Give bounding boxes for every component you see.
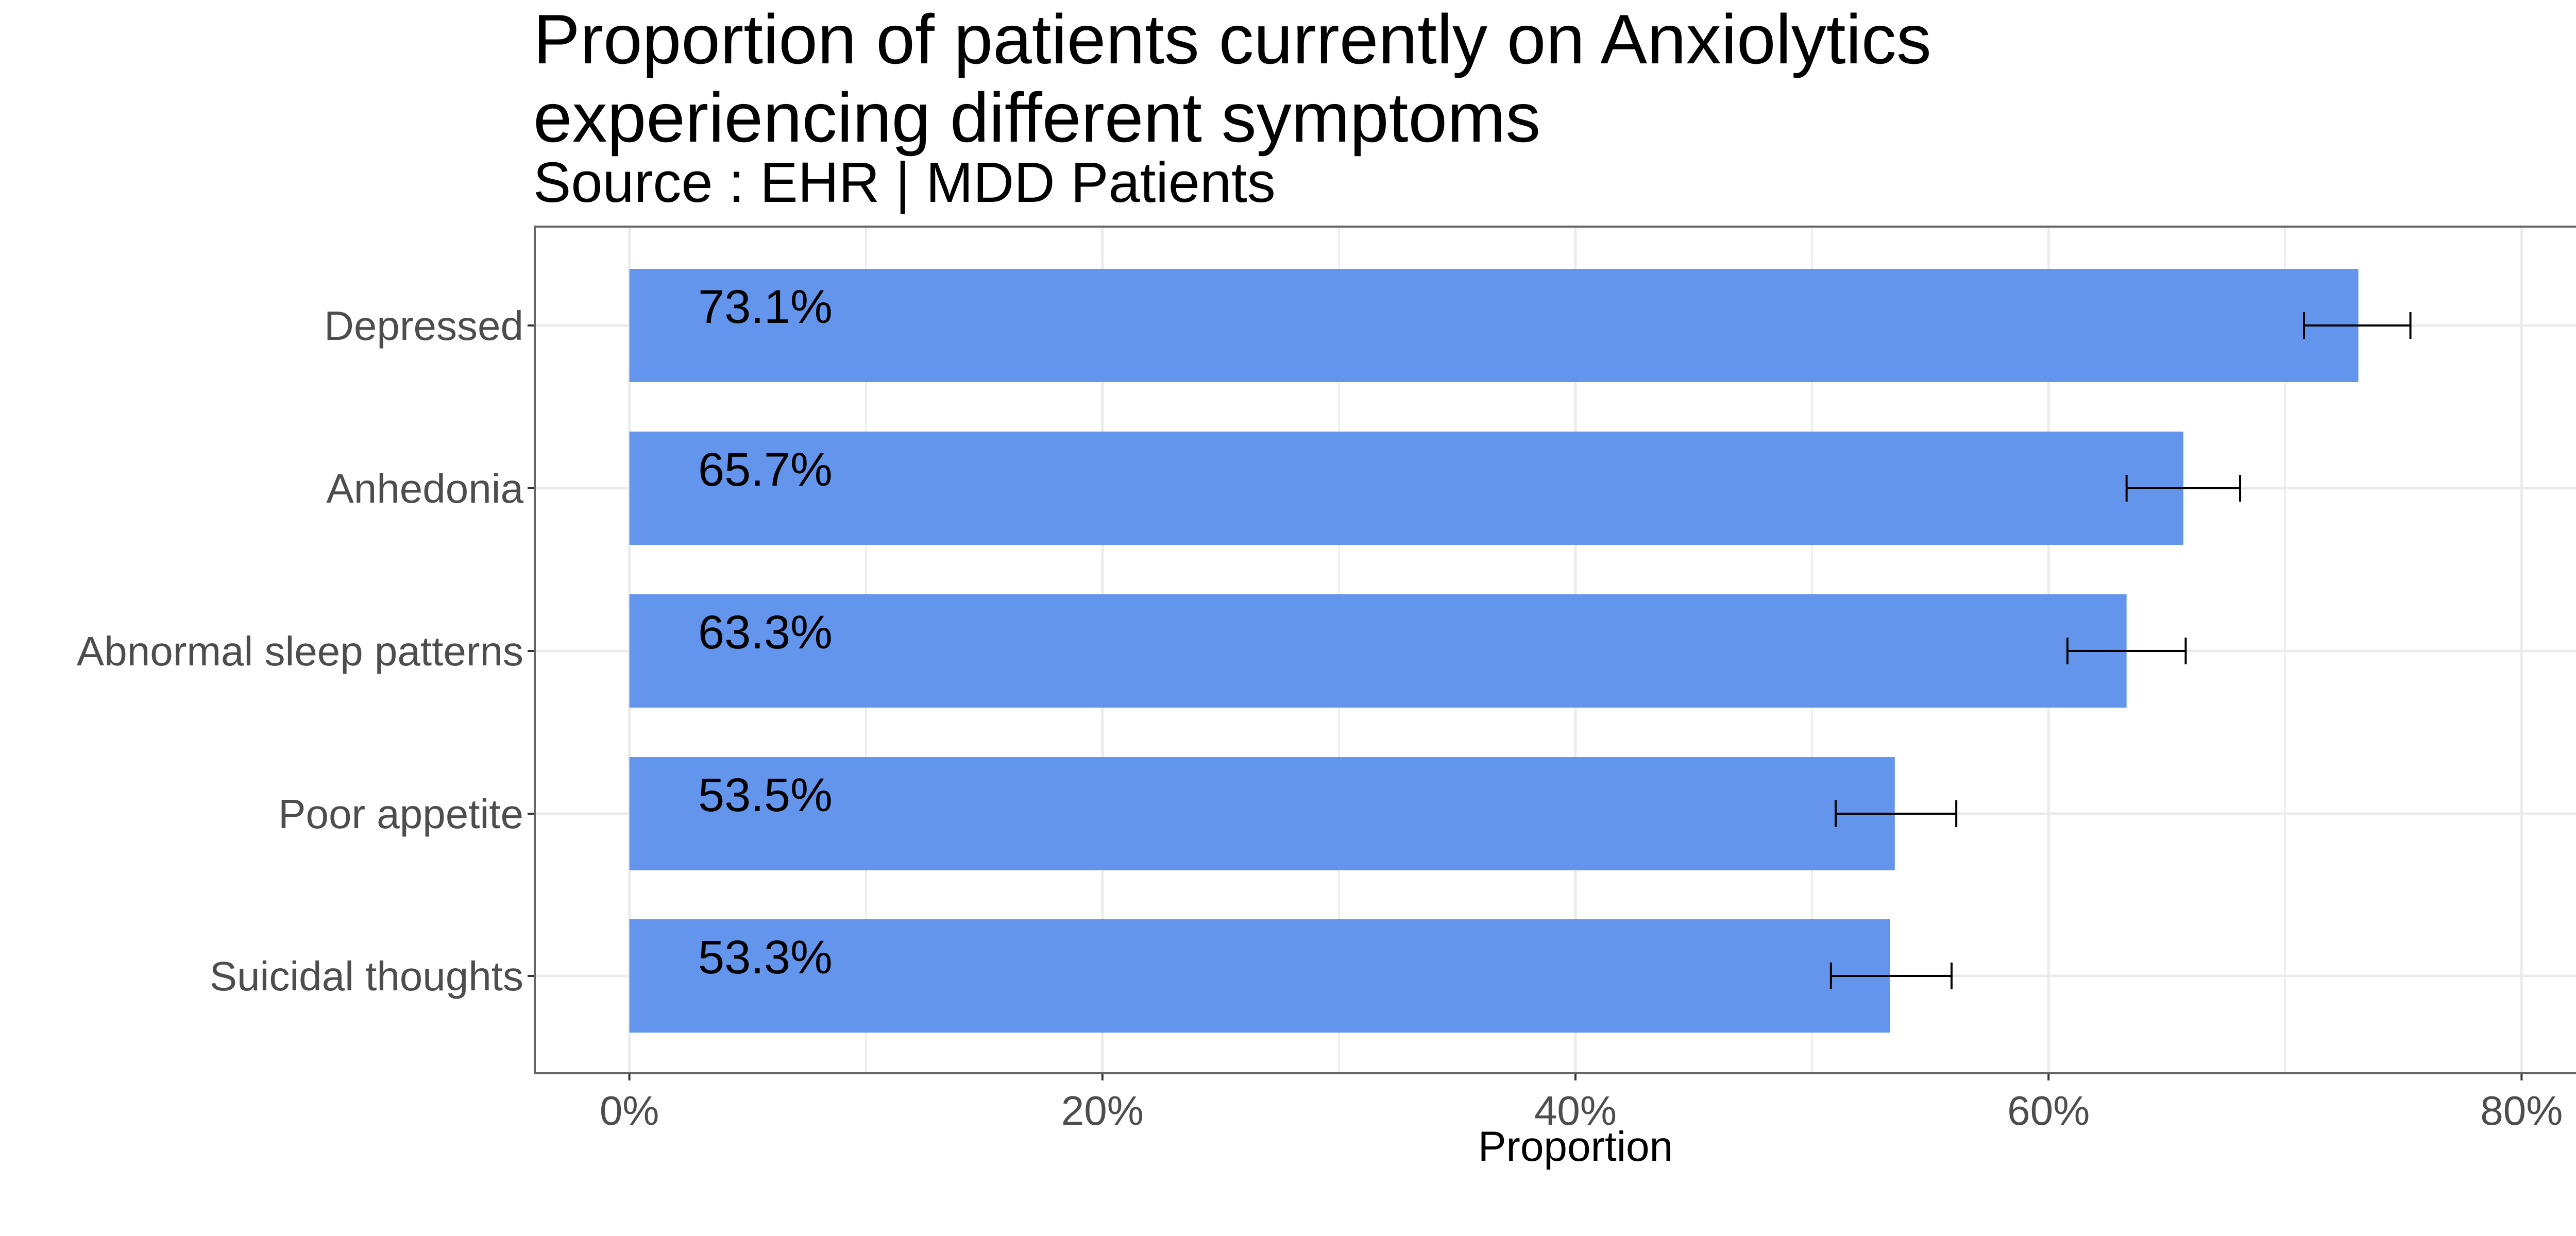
y-tick-label: Suicidal thoughts <box>210 953 523 999</box>
chart-title-line-2: experiencing different symptoms <box>533 78 1541 157</box>
bar <box>629 269 2359 382</box>
x-tick-label: 20% <box>1061 1088 1144 1134</box>
y-tick-label: Anhedonia <box>326 466 523 511</box>
x-tick-label: 80% <box>2480 1088 2563 1134</box>
data-label: 73.1% <box>698 281 833 333</box>
data-label: 53.3% <box>698 931 833 984</box>
x-tick-label: 40% <box>1534 1088 1617 1134</box>
data-label: 53.5% <box>698 769 833 821</box>
bar <box>629 432 2183 545</box>
bar <box>629 919 1890 1033</box>
y-tick-label: Poor appetite <box>278 791 523 837</box>
chart-subtitle: Source : EHR | MDD Patients <box>533 151 1276 214</box>
chart-title-line-1: Proportion of patients currently on Anxi… <box>533 0 1931 78</box>
y-tick-label: Abnormal sleep patterns <box>77 628 523 674</box>
y-tick-label: Depressed <box>324 303 523 349</box>
bar <box>629 757 1895 870</box>
data-label: 63.3% <box>698 606 833 659</box>
bar <box>629 594 2127 708</box>
x-tick-label: 0% <box>600 1088 659 1134</box>
panel-border <box>534 226 2576 1074</box>
x-axis-title: Proportion <box>1478 1123 1673 1170</box>
x-tick-label: 60% <box>2007 1088 2090 1134</box>
data-label: 65.7% <box>698 443 833 496</box>
